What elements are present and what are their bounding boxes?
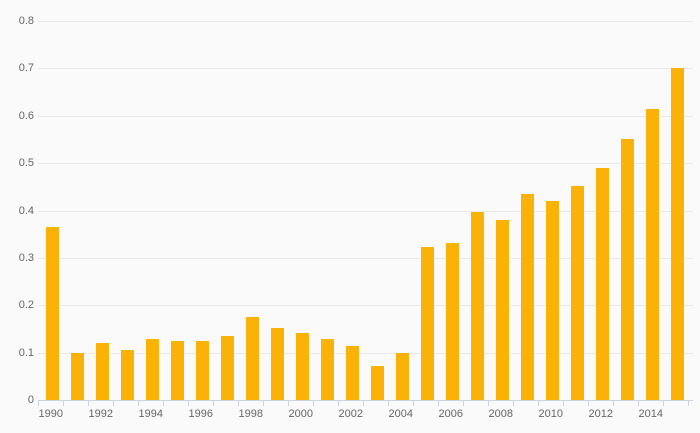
bar[interactable] [270, 328, 284, 400]
x-axis-tick [188, 400, 190, 406]
gridline [38, 163, 693, 165]
gridline [38, 21, 693, 22]
bar[interactable] [395, 353, 409, 400]
bar[interactable] [295, 332, 309, 400]
x-axis-tick [263, 400, 265, 406]
x-axis-tick [313, 400, 315, 406]
x-axis-tick [663, 400, 665, 406]
bar[interactable] [420, 246, 434, 400]
bar[interactable] [570, 186, 584, 400]
bar[interactable] [220, 336, 234, 400]
bar[interactable] [495, 219, 509, 400]
x-axis-tick-label: 2012 [588, 408, 614, 420]
bar[interactable] [120, 350, 134, 400]
x-axis-tick-label: 1990 [38, 408, 64, 420]
bar[interactable] [320, 339, 334, 400]
x-axis-tick [513, 400, 515, 406]
x-axis-tick [388, 400, 390, 406]
bar[interactable] [670, 67, 684, 400]
x-axis-tick-label: 1996 [188, 408, 214, 420]
y-axis-tick-label: 0.2 [18, 299, 34, 312]
bar[interactable] [145, 339, 159, 400]
x-axis-tick-label: 2004 [388, 408, 414, 420]
x-axis-tick [613, 400, 615, 406]
y-axis-tick-label: 0 [27, 394, 34, 406]
x-axis-tick [38, 400, 40, 406]
x-axis-tick [163, 400, 165, 406]
x-axis-tick [363, 400, 365, 406]
gridline [38, 210, 693, 212]
x-axis-tick-label: 2014 [638, 408, 664, 420]
x-axis-tick [463, 400, 465, 406]
x-axis-tick-label: 1992 [88, 408, 114, 420]
x-axis-tick [213, 400, 215, 406]
bar[interactable] [70, 353, 84, 400]
x-axis-tick-label: 2008 [488, 408, 514, 420]
gridline [38, 305, 693, 307]
x-axis-tick [338, 400, 340, 406]
x-axis-tick [563, 400, 565, 406]
y-axis-tick-label: 0.7 [18, 62, 34, 75]
y-axis-tick-label: 0.4 [18, 204, 34, 217]
x-axis-tick [438, 400, 440, 406]
x-axis-tick [113, 400, 115, 406]
x-axis-tick [413, 400, 415, 406]
x-axis-tick-label: 2010 [538, 408, 564, 420]
bar[interactable] [170, 341, 184, 400]
x-axis-tick-label: 2006 [438, 408, 464, 420]
gridline [38, 68, 693, 70]
x-axis-tick [638, 400, 640, 406]
bar[interactable] [595, 167, 609, 400]
bar[interactable] [245, 317, 259, 400]
bar[interactable] [520, 194, 534, 400]
bar[interactable] [95, 342, 109, 400]
x-axis-tick [288, 400, 290, 406]
bar[interactable] [195, 341, 209, 400]
x-axis-tick [688, 400, 690, 406]
y-axis-tick-label: 0.1 [18, 346, 34, 359]
bar[interactable] [545, 201, 559, 400]
x-axis-tick-label: 1998 [238, 408, 264, 420]
y-axis-tick-label: 0.6 [18, 109, 34, 122]
x-axis-tick-label: 2000 [288, 408, 314, 420]
bar[interactable] [620, 139, 634, 400]
y-axis-tick-label: 0.5 [18, 157, 34, 170]
bar[interactable] [345, 346, 359, 400]
bar[interactable] [470, 211, 484, 400]
x-axis-tick [588, 400, 590, 406]
x-axis-tick [538, 400, 540, 406]
plot-area [38, 0, 693, 400]
x-axis-tick [138, 400, 140, 406]
x-axis-tick [488, 400, 490, 406]
x-axis-tick [238, 400, 240, 406]
gridline [38, 257, 693, 259]
x-axis-tick [88, 400, 90, 406]
x-axis-tick-label: 1994 [138, 408, 164, 420]
x-axis-tick-label: 2002 [338, 408, 364, 420]
y-axis-tick-label: 0.3 [18, 251, 34, 264]
bar[interactable] [45, 226, 59, 400]
y-axis-tick-label: 0.8 [18, 15, 34, 27]
x-axis-tick [63, 400, 65, 406]
x-axis-line [38, 400, 693, 401]
gridline [38, 352, 693, 354]
gridline [38, 115, 693, 117]
bar[interactable] [645, 109, 659, 400]
bar[interactable] [445, 243, 459, 400]
y-axis: 0 0.1 0.2 0.3 0.4 0.5 0.6 0.7 0.8 [0, 0, 34, 433]
bars-group [38, 0, 693, 400]
bar[interactable] [370, 365, 384, 400]
